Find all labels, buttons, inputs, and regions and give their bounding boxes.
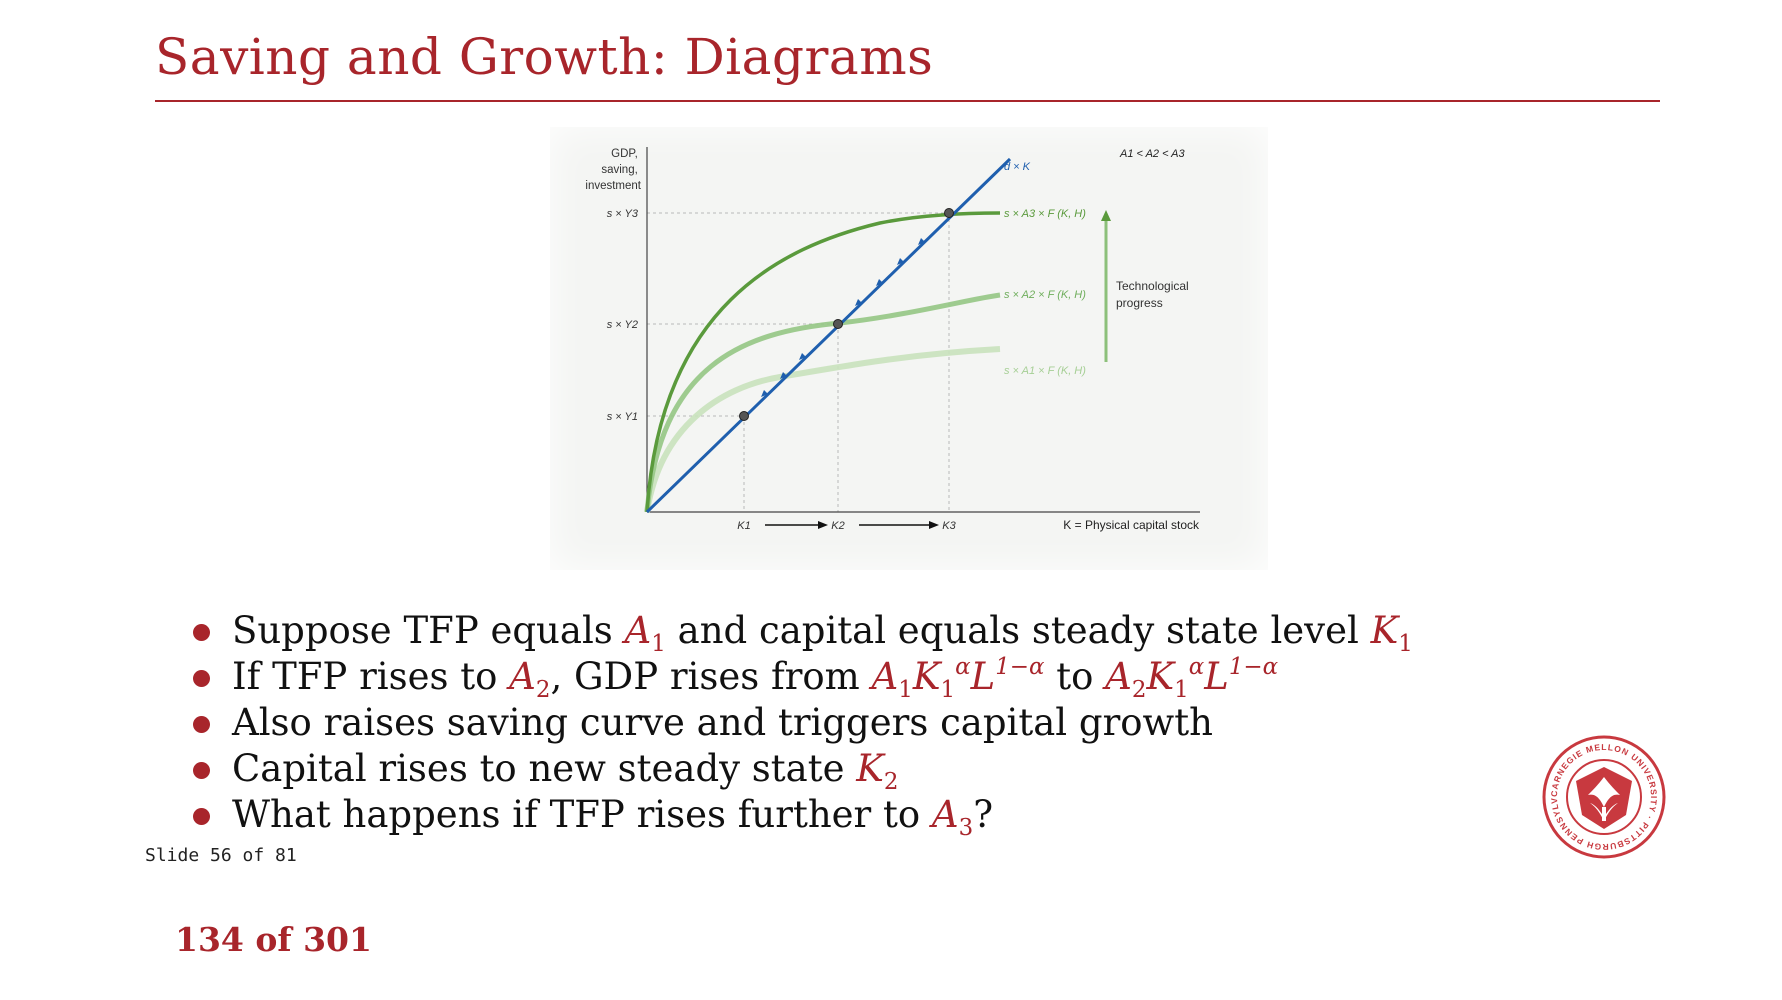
curve-label-a2: s × A2 × F (K, H) — [1004, 289, 1086, 301]
title-divider — [155, 100, 1660, 102]
saving-curve-a3 — [645, 211, 1001, 513]
depreciation-label: d × K — [1004, 161, 1031, 173]
curve-label-a3: s × A3 × F (K, H) — [1004, 208, 1086, 220]
bullet-list: Suppose TFP equals A1 and capital equals… — [190, 608, 1413, 842]
formula-gdp-a2: A2K1αL1−α — [1105, 654, 1279, 704]
saving-curve-a1 — [644, 346, 1001, 513]
curve-label-a1: s × A1 × F (K, H) — [1004, 365, 1086, 377]
page-counter: 134 of 301 — [175, 920, 372, 959]
formula-gdp-a1: A1K1αL1−α — [871, 654, 1045, 704]
growth-arrows — [761, 238, 925, 397]
slide-counter: Slide 56 of 81 — [145, 845, 297, 866]
axes — [646, 147, 1200, 513]
slide-title: Saving and Growth: Diagrams — [155, 28, 934, 86]
bullet-item: Suppose TFP equals A1 and capital equals… — [190, 608, 1413, 658]
bullet-item: If TFP rises to A2, GDP rises from A1K1α… — [190, 654, 1413, 704]
ordering-note: A1 < A2 < A3 — [1119, 148, 1186, 160]
bullet-item: Also raises saving curve and triggers ca… — [190, 700, 1413, 746]
solow-diagram: GDP, saving, investment s × Y3 s × Y2 s … — [550, 127, 1268, 570]
math-a3: A3 — [931, 793, 974, 842]
y-tick-sy1: s × Y1 — [607, 411, 638, 423]
y-tick-sy2: s × Y2 — [607, 319, 638, 331]
bullet-item: Capital rises to new steady state K2 — [190, 746, 1413, 796]
math-k2: K2 — [856, 747, 899, 796]
tech-progress-label: Technological progress — [1116, 279, 1192, 310]
university-seal-logo: CARNEGIE MELLON UNIVERSITY · PITTSBURGH … — [1536, 725, 1668, 865]
math-a1: A1 — [624, 609, 666, 658]
y-tick-sy3: s × Y3 — [607, 208, 639, 220]
math-a2: A2 — [509, 655, 551, 704]
tech-progress-arrow — [1101, 210, 1111, 362]
saving-curve-a2 — [644, 292, 1001, 513]
k-progress-arrows — [765, 521, 939, 529]
y-axis-title: GDP, saving, investment — [585, 148, 641, 192]
x-tick-k1: K1 — [737, 520, 750, 532]
x-axis-title: K = Physical capital stock — [1063, 518, 1200, 532]
steady-state-points — [739, 208, 954, 421]
bullet-item: What happens if TFP rises further to A3? — [190, 792, 1413, 842]
x-tick-k3: K3 — [942, 520, 956, 532]
math-k1: K1 — [1370, 609, 1413, 658]
x-tick-k2: K2 — [831, 520, 844, 532]
